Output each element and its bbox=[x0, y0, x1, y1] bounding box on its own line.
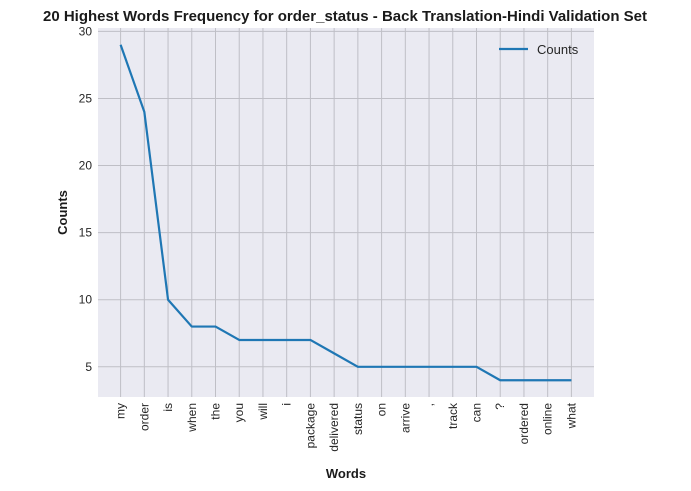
grid bbox=[98, 28, 594, 397]
x-tick-label: what bbox=[564, 402, 578, 429]
y-tick-label: 15 bbox=[79, 226, 93, 240]
x-tick-label: status bbox=[351, 403, 365, 435]
x-tick-label: arrive bbox=[398, 403, 412, 433]
x-tick-label: when bbox=[185, 403, 199, 433]
x-tick-label: the bbox=[209, 403, 223, 420]
x-axis-label: Words bbox=[326, 466, 366, 481]
x-tick-label: track bbox=[446, 402, 460, 429]
x-tick-label: i bbox=[280, 403, 294, 406]
y-axis-label: Counts bbox=[55, 190, 70, 235]
plot-area bbox=[98, 28, 594, 397]
y-tick-label: 25 bbox=[79, 91, 93, 105]
x-tick-label: my bbox=[114, 403, 128, 419]
x-tick-label: ? bbox=[493, 403, 507, 410]
y-ticks: 5 10 15 20 25 30 bbox=[79, 24, 93, 373]
x-tick-label: ordered bbox=[517, 403, 531, 444]
x-tick-label: online bbox=[541, 403, 555, 435]
y-tick-label: 5 bbox=[85, 360, 92, 374]
y-tick-label: 30 bbox=[79, 24, 93, 38]
x-tick-label: on bbox=[375, 403, 389, 416]
y-tick-label: 10 bbox=[79, 293, 93, 307]
x-ticks: my order is when the you will i package delivered… bbox=[114, 402, 579, 452]
x-tick-label: can bbox=[469, 403, 483, 422]
x-tick-label: you bbox=[232, 403, 246, 422]
x-tick-label: package bbox=[303, 403, 317, 449]
legend: Counts bbox=[499, 42, 579, 57]
legend-label-counts: Counts bbox=[537, 42, 579, 57]
x-tick-label: will bbox=[256, 403, 270, 421]
x-tick-label: order bbox=[137, 403, 151, 431]
series-line-counts bbox=[119, 44, 572, 382]
x-tick-label: is bbox=[161, 403, 175, 412]
x-tick-label: , bbox=[422, 403, 436, 406]
y-tick-label: 20 bbox=[79, 159, 93, 173]
x-tick-label: delivered bbox=[327, 403, 341, 452]
chart-title: 20 Highest Words Frequency for order_sta… bbox=[43, 8, 647, 25]
